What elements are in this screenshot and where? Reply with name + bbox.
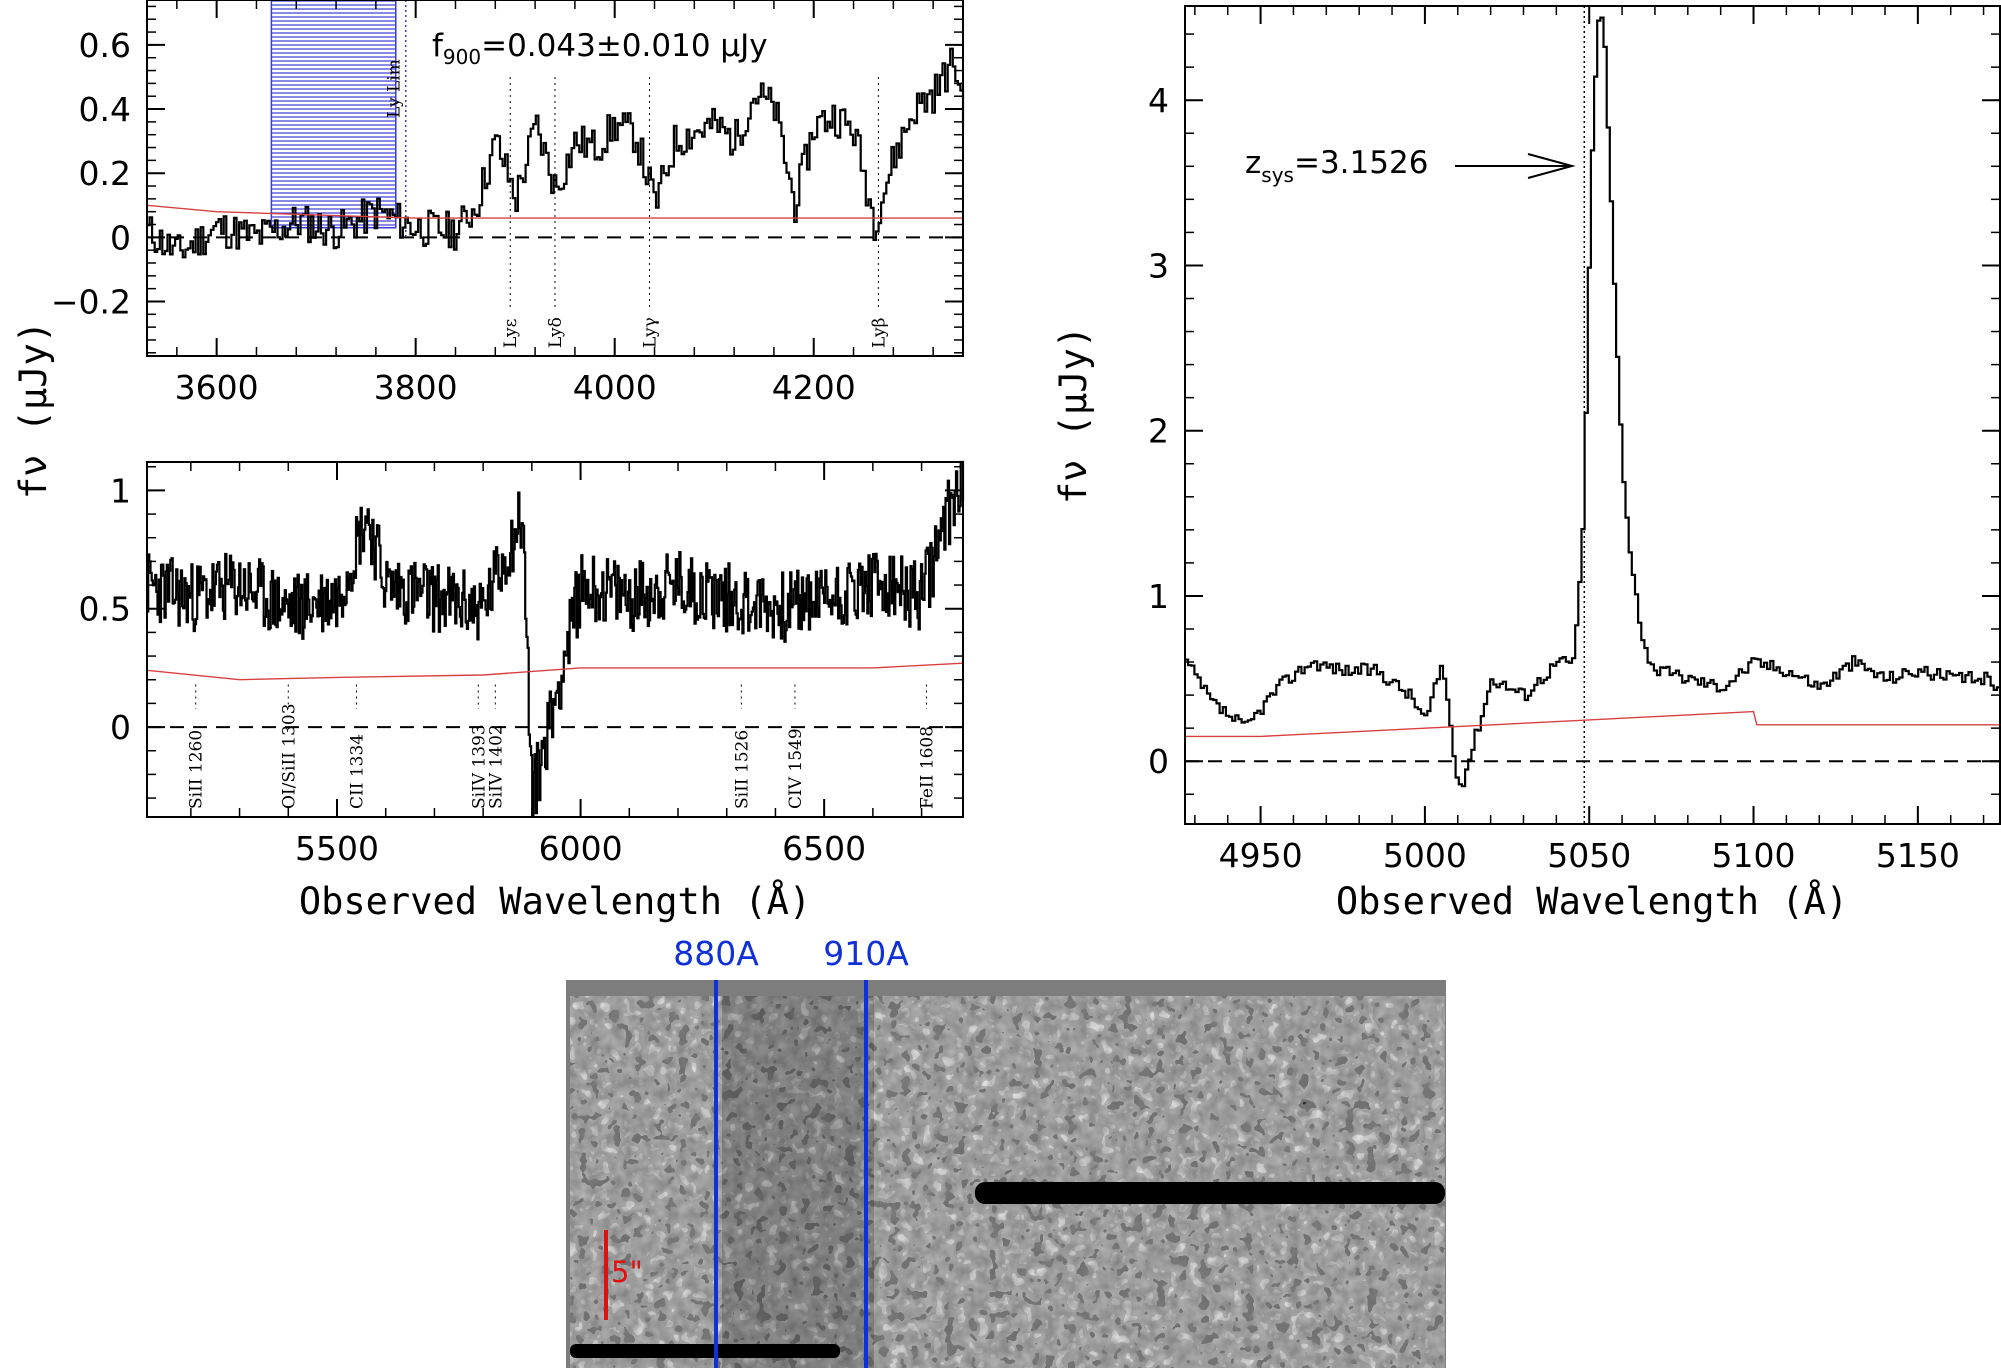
y-tick-label: 1: [110, 471, 131, 510]
x-tick-label: 3800: [374, 368, 458, 407]
bottom-left-x-axis-title: Observed Wavelength (Å): [299, 879, 811, 923]
x-tick-label: 5500: [295, 829, 379, 868]
absorption-line-label: SiII 1260: [187, 730, 207, 809]
absorption-line-label: SiIV 1393: [469, 724, 489, 809]
y-tick-label: 0.2: [79, 154, 131, 193]
absorption-line-label: Lyδ: [546, 317, 566, 348]
absorption-line-label: OI/SiII 1303: [279, 703, 299, 809]
y-tick-label: 3: [1148, 246, 1169, 285]
flux-spectrum-line: [147, 460, 965, 818]
x-tick-label: 5050: [1547, 836, 1631, 875]
right-x-axis-title: Observed Wavelength (Å): [1336, 879, 1848, 923]
left-y-axis-title: fν (μJy): [12, 321, 55, 499]
right-y-axis-title: fν (μJy): [1052, 326, 1095, 504]
error-spectrum-line: [146, 204, 963, 219]
lyman-continuum-shaded-region: [270, 0, 397, 229]
y-tick-label: −0.2: [51, 282, 131, 321]
bottom-left-plot-frame: [146, 461, 964, 818]
y-tick-label: 0: [110, 218, 131, 257]
y-tick-label: 0.5: [79, 590, 131, 629]
absorption-line-label: CII 1334: [347, 734, 367, 809]
error-spectrum-line: [146, 662, 964, 681]
bottom-left-spectrum-panel: SiII 1260 OI/SiII 1303 CII 1334 SiIV 1393Si…: [79, 460, 965, 923]
x-tick-label: 6000: [539, 829, 623, 868]
f900-annotation: f900=0.043±0.010 μJy: [432, 28, 768, 69]
right-plot-frame: [1184, 5, 2001, 825]
zsys-arrow: [1455, 153, 1576, 179]
absorption-line-label: FeII 1608: [917, 726, 937, 809]
880A-label: 880A: [673, 934, 759, 973]
lyman-limit-label: Ly Lim: [385, 59, 405, 118]
absorption-line-label: CIV 1549: [786, 728, 806, 809]
x-tick-label: 4000: [573, 368, 657, 407]
910A-label: 910A: [823, 934, 909, 973]
continuum-trace: [975, 1182, 1445, 1204]
flux-spectrum-line: [147, 47, 965, 259]
right-spectrum-panel: 4950 5000 5050 5100 5150 0 1 2 3 4 zsys=3.1526 Ob…: [1052, 5, 2001, 923]
x-tick-label: 3600: [175, 368, 259, 407]
absorption-line-label: Lyε: [501, 318, 521, 348]
top-left-spectrum-panel: Ly Lim Lyε Lyδ Lyγ Lyβ 3600 3800 4000 4200 −0.2 0…: [51, 0, 965, 407]
absorption-line-label: Lyβ: [869, 318, 889, 348]
zsys-annotation: zsys=3.1526: [1245, 145, 1428, 187]
flux-spectrum-line: [1185, 16, 2001, 788]
2d-spectrum-dark-band: [722, 996, 874, 1368]
scale-bar-label: 5": [611, 1255, 643, 1289]
absorption-line-label: SiII 1526: [732, 730, 752, 809]
bottom-trace: [570, 1344, 840, 1358]
y-tick-label: 0.6: [79, 26, 131, 65]
x-tick-label: 5000: [1383, 836, 1467, 875]
y-tick-label: 2: [1148, 412, 1169, 451]
y-tick-label: 0: [1148, 742, 1169, 781]
y-tick-label: 0.4: [79, 90, 131, 129]
x-tick-label: 6500: [782, 829, 866, 868]
absorption-line-label: Lyγ: [641, 317, 661, 348]
x-tick-label: 5100: [1712, 836, 1796, 875]
x-tick-label: 4200: [772, 368, 856, 407]
2d-spectrum-image: 880A 910A 5": [566, 934, 1446, 1368]
error-spectrum-line: [1185, 710, 2000, 738]
x-tick-label: 4950: [1219, 836, 1303, 875]
absorption-line-label: SiIV 1402: [486, 724, 506, 809]
x-tick-label: 5150: [1876, 836, 1960, 875]
y-tick-label: 4: [1148, 81, 1169, 120]
y-tick-label: 1: [1148, 577, 1169, 616]
y-tick-label: 0: [110, 708, 131, 747]
top-left-plot-frame: [146, 0, 964, 357]
